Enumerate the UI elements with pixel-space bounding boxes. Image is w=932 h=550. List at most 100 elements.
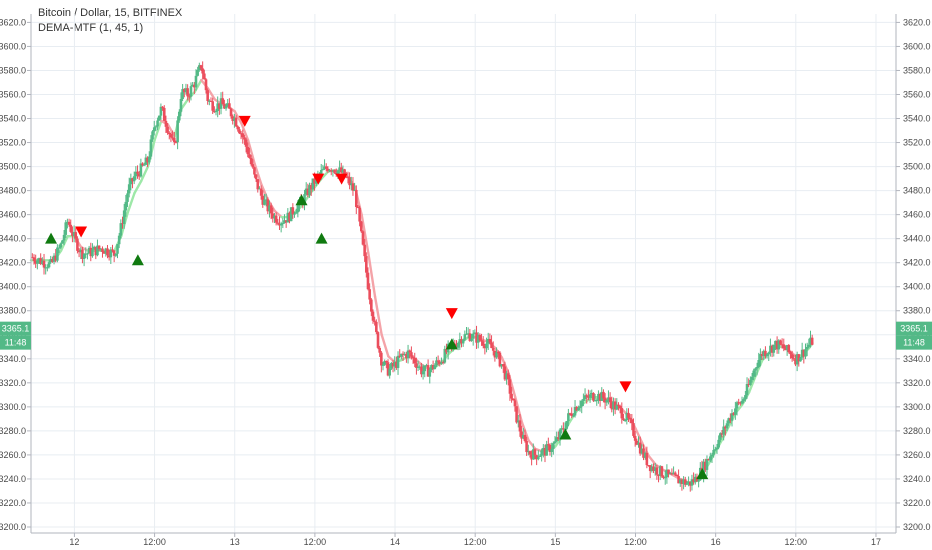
sell-signal-arrow <box>619 381 632 393</box>
candle-body <box>201 68 204 74</box>
y-tick-label-right: 3280.0 <box>903 426 931 436</box>
candle-body <box>653 467 657 471</box>
candle-body <box>687 481 690 484</box>
candle-body <box>805 346 809 350</box>
candle-body <box>243 137 246 140</box>
candle-body <box>790 354 794 359</box>
candle-body <box>530 454 533 460</box>
candle-body <box>333 170 336 173</box>
candle-body <box>610 402 614 410</box>
candle-body <box>488 338 492 343</box>
x-tick-label: 12:00 <box>143 537 166 547</box>
candle-body <box>261 195 265 205</box>
candle-body <box>717 439 720 448</box>
candle-body <box>370 299 373 312</box>
candle-body <box>403 353 407 355</box>
candle-body <box>695 476 699 482</box>
candle-body <box>456 342 460 348</box>
candle-body <box>572 415 575 417</box>
candle-body <box>702 461 705 476</box>
candle-body <box>523 434 527 442</box>
candle-body <box>283 220 286 224</box>
dema-segment <box>166 123 176 138</box>
candle-body <box>705 459 709 470</box>
candle-body <box>264 199 268 201</box>
candle-body <box>605 399 609 403</box>
candle-body <box>725 423 729 429</box>
candle-body <box>535 455 538 460</box>
candle-body <box>719 433 722 440</box>
candle-body <box>284 220 288 223</box>
candle-body <box>46 267 49 269</box>
candle-body <box>463 334 467 340</box>
y-tick-label-left: 3220.0 <box>0 498 26 508</box>
candle-body <box>371 311 375 321</box>
price-tags: 3365.1 11:48 3365.1 11:48 <box>0 321 932 350</box>
candle-body <box>189 86 193 97</box>
y-tick-label-right: 3520.0 <box>903 138 931 148</box>
candle-body <box>194 75 198 88</box>
candle-body <box>226 103 230 106</box>
candle-body <box>613 401 617 410</box>
y-tick-label-left: 3240.0 <box>0 474 26 484</box>
countdown-tag-bg <box>0 335 31 350</box>
candle-body <box>441 362 445 364</box>
candle-body <box>248 154 251 158</box>
candle-body <box>281 223 285 225</box>
candle-body <box>588 394 592 398</box>
candle-body <box>759 354 762 361</box>
candle-body <box>361 231 365 245</box>
candle-body <box>532 449 535 460</box>
candle-body <box>558 429 562 439</box>
y-tick-label-left: 3500.0 <box>0 162 26 172</box>
candle-body <box>171 137 174 139</box>
dema-segment <box>153 119 163 142</box>
candle-body <box>66 221 69 223</box>
dema-segment <box>360 213 370 255</box>
candle-body <box>34 261 37 264</box>
candle-body <box>124 201 128 211</box>
candle-body <box>428 369 432 377</box>
candle-body <box>274 215 278 223</box>
candle-body <box>774 340 777 345</box>
candle-body <box>525 441 528 453</box>
sell-signal-arrow <box>335 173 348 185</box>
candle-body <box>617 404 620 406</box>
dema-segment <box>133 179 143 195</box>
candle-body <box>802 349 806 357</box>
candle-body <box>288 212 291 222</box>
candle-body <box>511 398 515 401</box>
candle-body <box>663 477 667 479</box>
dema-segment <box>273 209 283 219</box>
candle-body <box>356 206 360 208</box>
candle-body <box>800 349 804 358</box>
candle-body <box>466 333 470 335</box>
candle-body <box>430 365 433 370</box>
candle-body <box>485 343 488 349</box>
candle-body <box>648 465 652 472</box>
candle-body <box>460 339 463 344</box>
candle-body <box>668 473 672 475</box>
candle-body <box>388 368 391 376</box>
candle-body <box>198 65 201 70</box>
y-tick-label-right: 3560.0 <box>903 89 931 99</box>
candle-body <box>114 253 118 256</box>
candle-body <box>279 223 283 226</box>
candle-body <box>311 178 315 190</box>
candle-body <box>286 212 290 223</box>
candle-body <box>710 454 714 457</box>
candle-body <box>89 247 93 257</box>
candle-body <box>360 221 363 232</box>
y-tick-label-right: 3580.0 <box>903 65 931 75</box>
candle-body <box>465 333 468 335</box>
candle-body <box>393 361 397 367</box>
candle-body <box>54 255 58 261</box>
candle-body <box>518 420 522 432</box>
candle-body <box>31 257 34 259</box>
candle-body <box>391 363 395 367</box>
candle-body <box>94 246 98 256</box>
candle-body <box>480 340 483 342</box>
candle-body <box>191 84 194 87</box>
y-tick-label-right: 3460.0 <box>903 210 931 220</box>
